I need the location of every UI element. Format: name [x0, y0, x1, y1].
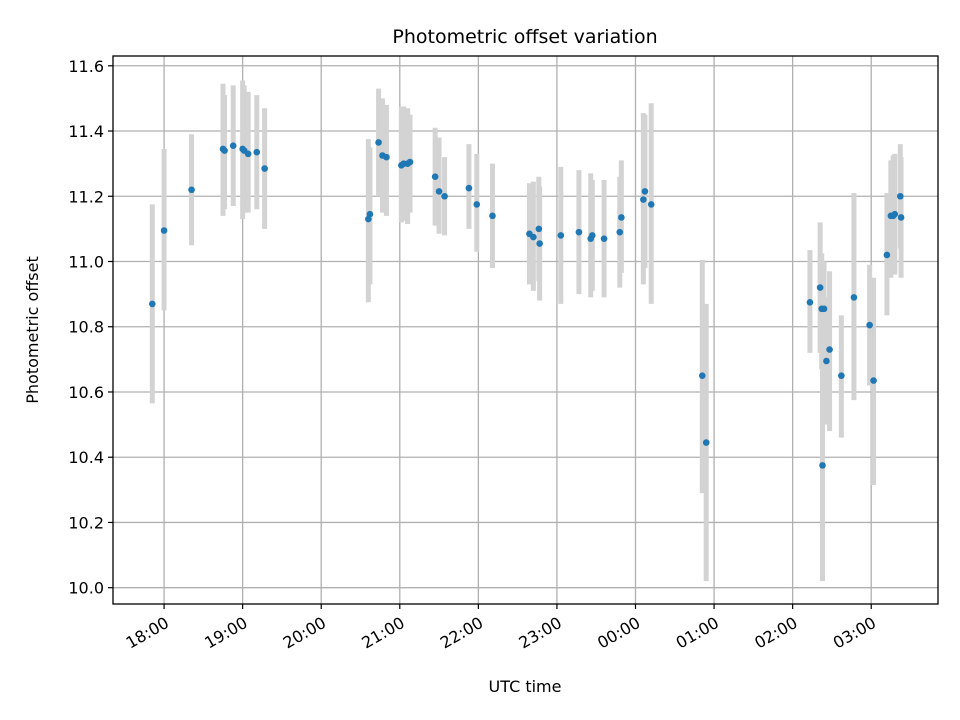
data-point — [870, 377, 877, 384]
y-tick-label: 10.8 — [68, 318, 104, 337]
plot-frame — [112, 55, 939, 605]
data-point — [536, 240, 543, 247]
data-point — [575, 228, 583, 236]
grid — [113, 56, 938, 604]
data-point — [366, 210, 374, 218]
data-point — [261, 165, 268, 172]
data-point — [160, 227, 168, 234]
data-point — [823, 357, 830, 365]
data-point — [557, 232, 565, 239]
data-point — [473, 201, 481, 208]
data-point — [640, 196, 647, 203]
data-point — [375, 139, 382, 146]
data-point — [819, 462, 826, 469]
data-point — [641, 188, 649, 195]
data-point — [530, 233, 537, 241]
data-point — [489, 212, 496, 220]
y-axis-title: Photometric offset — [23, 256, 42, 404]
data-point — [588, 232, 596, 239]
data-point — [897, 214, 905, 221]
y-tick-label: 11.4 — [68, 122, 104, 141]
data-point — [188, 186, 195, 194]
chart-title: Photometric offset variation — [392, 26, 657, 48]
data-point — [826, 346, 833, 353]
data-point — [891, 210, 899, 218]
data-point — [866, 321, 873, 329]
data-point — [431, 173, 439, 180]
y-tick-label: 10.6 — [68, 383, 104, 402]
data-point — [850, 294, 858, 301]
data-point — [618, 214, 625, 221]
y-tick-label: 11.6 — [68, 57, 104, 76]
y-tick-label: 10.4 — [68, 448, 104, 467]
data-point — [698, 372, 706, 379]
data-point — [647, 201, 655, 208]
data-points — [148, 139, 905, 469]
data-point — [465, 184, 473, 192]
y-tick-label: 11.0 — [68, 253, 104, 272]
data-point — [253, 148, 261, 156]
data-point — [806, 298, 814, 306]
data-point — [244, 150, 252, 158]
data-point — [896, 192, 904, 200]
data-point — [816, 284, 824, 291]
y-tick-label: 10.2 — [68, 513, 104, 532]
x-axis-title: UTC time — [489, 677, 562, 696]
y-axis: 10.0 10.2 10.4 10.6 10.8 11.0 11.2 11.4 11.6 — [68, 57, 113, 598]
data-point — [148, 300, 156, 308]
data-point — [383, 153, 390, 161]
data-point — [616, 228, 624, 236]
data-point — [229, 142, 237, 150]
y-tick-label: 11.2 — [68, 187, 104, 206]
data-point — [221, 147, 228, 154]
data-point — [702, 439, 710, 446]
y-tick-label: 10.0 — [68, 579, 104, 598]
data-point — [838, 372, 845, 379]
data-point — [535, 225, 543, 233]
data-point — [441, 192, 448, 200]
data-point — [600, 235, 608, 242]
data-point — [820, 305, 828, 313]
data-point — [406, 158, 414, 166]
data-point — [883, 251, 891, 259]
data-point — [435, 188, 443, 195]
